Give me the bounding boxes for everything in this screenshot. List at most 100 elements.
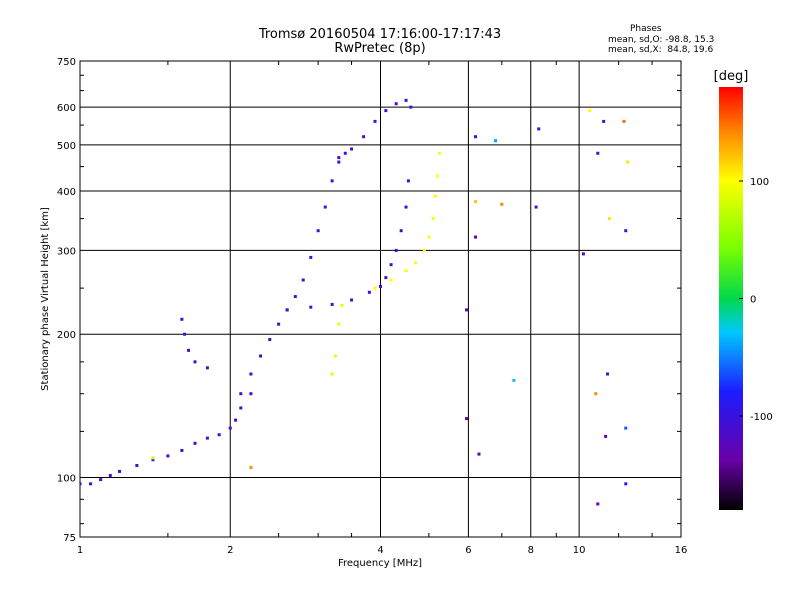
trace-point	[277, 322, 281, 326]
trace-point	[404, 269, 408, 273]
scatter-point	[625, 160, 629, 164]
trace-point	[99, 478, 103, 482]
colorbar-tick-label: -100	[750, 412, 773, 423]
scatter-point	[473, 235, 477, 239]
trace-point	[180, 448, 184, 452]
trace-point	[330, 179, 334, 183]
trace-point	[268, 337, 272, 341]
x-tick-label: 4	[377, 545, 383, 556]
data-points	[80, 98, 629, 506]
trace-point	[406, 179, 410, 183]
colorbar-label: [deg]	[714, 69, 749, 84]
trace-point	[135, 463, 139, 467]
trace-point	[333, 354, 337, 358]
colorbar-ticks: 100 0 -100	[739, 177, 773, 423]
scatter-point	[624, 229, 628, 233]
trace-point	[389, 263, 393, 267]
phase-stats-o: mean, sd,O: -98.8, 15.3	[608, 35, 715, 45]
scatter-point	[604, 434, 608, 438]
trace-point	[389, 278, 393, 282]
y-axis-label: Stationary phase Virtual Height [km]	[40, 207, 51, 391]
trace-point	[343, 151, 347, 155]
trace-point	[301, 278, 305, 282]
trace-point	[239, 392, 243, 396]
trace-point	[187, 348, 191, 352]
trace-point	[337, 160, 341, 164]
scatter-point	[473, 200, 477, 204]
scatter-point	[602, 119, 606, 123]
trace-point	[228, 426, 232, 430]
x-axis-label: Frequency [MHz]	[338, 558, 422, 569]
scatter-point	[537, 127, 541, 131]
trace-point	[330, 302, 334, 306]
trace-point	[323, 205, 327, 209]
scatter-point	[581, 252, 585, 256]
phase-stats-x: mean, sd,X: 84.8, 19.6	[608, 45, 714, 55]
colorbar-tick-label: 0	[750, 295, 756, 306]
y-tick-label: 100	[57, 474, 76, 485]
scatter-point	[594, 392, 598, 396]
trace-point	[435, 174, 439, 178]
scatter-point	[588, 109, 592, 113]
trace-point	[404, 98, 408, 102]
trace-point	[193, 360, 197, 364]
trace-point	[89, 482, 93, 486]
y-tick-label: 75	[63, 533, 76, 544]
scatter-point	[473, 135, 477, 139]
trace-point	[350, 298, 354, 302]
phase-stats-heading: Phases	[630, 24, 662, 34]
y-tick-label: 400	[57, 187, 76, 198]
trace-point	[404, 205, 408, 209]
trace-point	[422, 248, 426, 252]
trace-point	[350, 147, 354, 151]
y-tick-label: 600	[57, 103, 76, 114]
y-tick-label: 750	[57, 57, 76, 68]
scatter-point	[624, 426, 628, 430]
trace-point	[362, 135, 366, 139]
trace-point	[394, 102, 398, 106]
trace-point	[80, 482, 82, 486]
scatter-point	[465, 308, 469, 312]
x-tick-label: 10	[573, 545, 586, 556]
scatter-point	[512, 378, 516, 382]
trace-point	[384, 109, 388, 113]
trace-point	[108, 473, 112, 477]
x-tick-label: 2	[227, 545, 233, 556]
trace-point	[337, 322, 341, 326]
scatter-point	[606, 372, 610, 376]
x-tick-label: 1	[77, 545, 83, 556]
trace-point	[373, 119, 377, 123]
trace-point	[427, 235, 431, 239]
trace-point	[193, 441, 197, 445]
y-tick-label: 300	[57, 246, 76, 257]
trace-point	[259, 354, 263, 358]
trace-point	[249, 392, 253, 396]
trace-point	[205, 436, 209, 440]
trace-point	[183, 332, 187, 336]
trace-point	[437, 151, 441, 155]
trace-point	[217, 433, 221, 437]
x-tick-label: 6	[465, 545, 471, 556]
trace-point	[118, 469, 122, 473]
trace-point	[249, 372, 253, 376]
scatter-point	[534, 205, 538, 209]
scatter-point	[622, 119, 626, 123]
trace-point	[166, 454, 170, 458]
scatter-point	[409, 105, 413, 109]
trace-point	[234, 418, 238, 422]
trace-point	[399, 229, 403, 233]
axis-ticks: 1 2 4 6 8 10 16 75 100 200 300 400 500 600 750	[57, 57, 687, 556]
trace-point	[285, 308, 289, 312]
scatter-point	[596, 151, 600, 155]
scatter-point	[500, 202, 504, 206]
trace-point	[367, 290, 371, 294]
trace-point	[151, 458, 155, 462]
trace-point	[433, 194, 437, 198]
trace-point	[239, 406, 243, 410]
trace-point	[293, 295, 297, 299]
scatter-point	[465, 417, 469, 421]
chart-subtitle: RwPretec (8p)	[334, 41, 426, 56]
trace-point	[337, 156, 341, 160]
scatter-point	[607, 217, 611, 221]
scatter-point	[624, 482, 628, 486]
